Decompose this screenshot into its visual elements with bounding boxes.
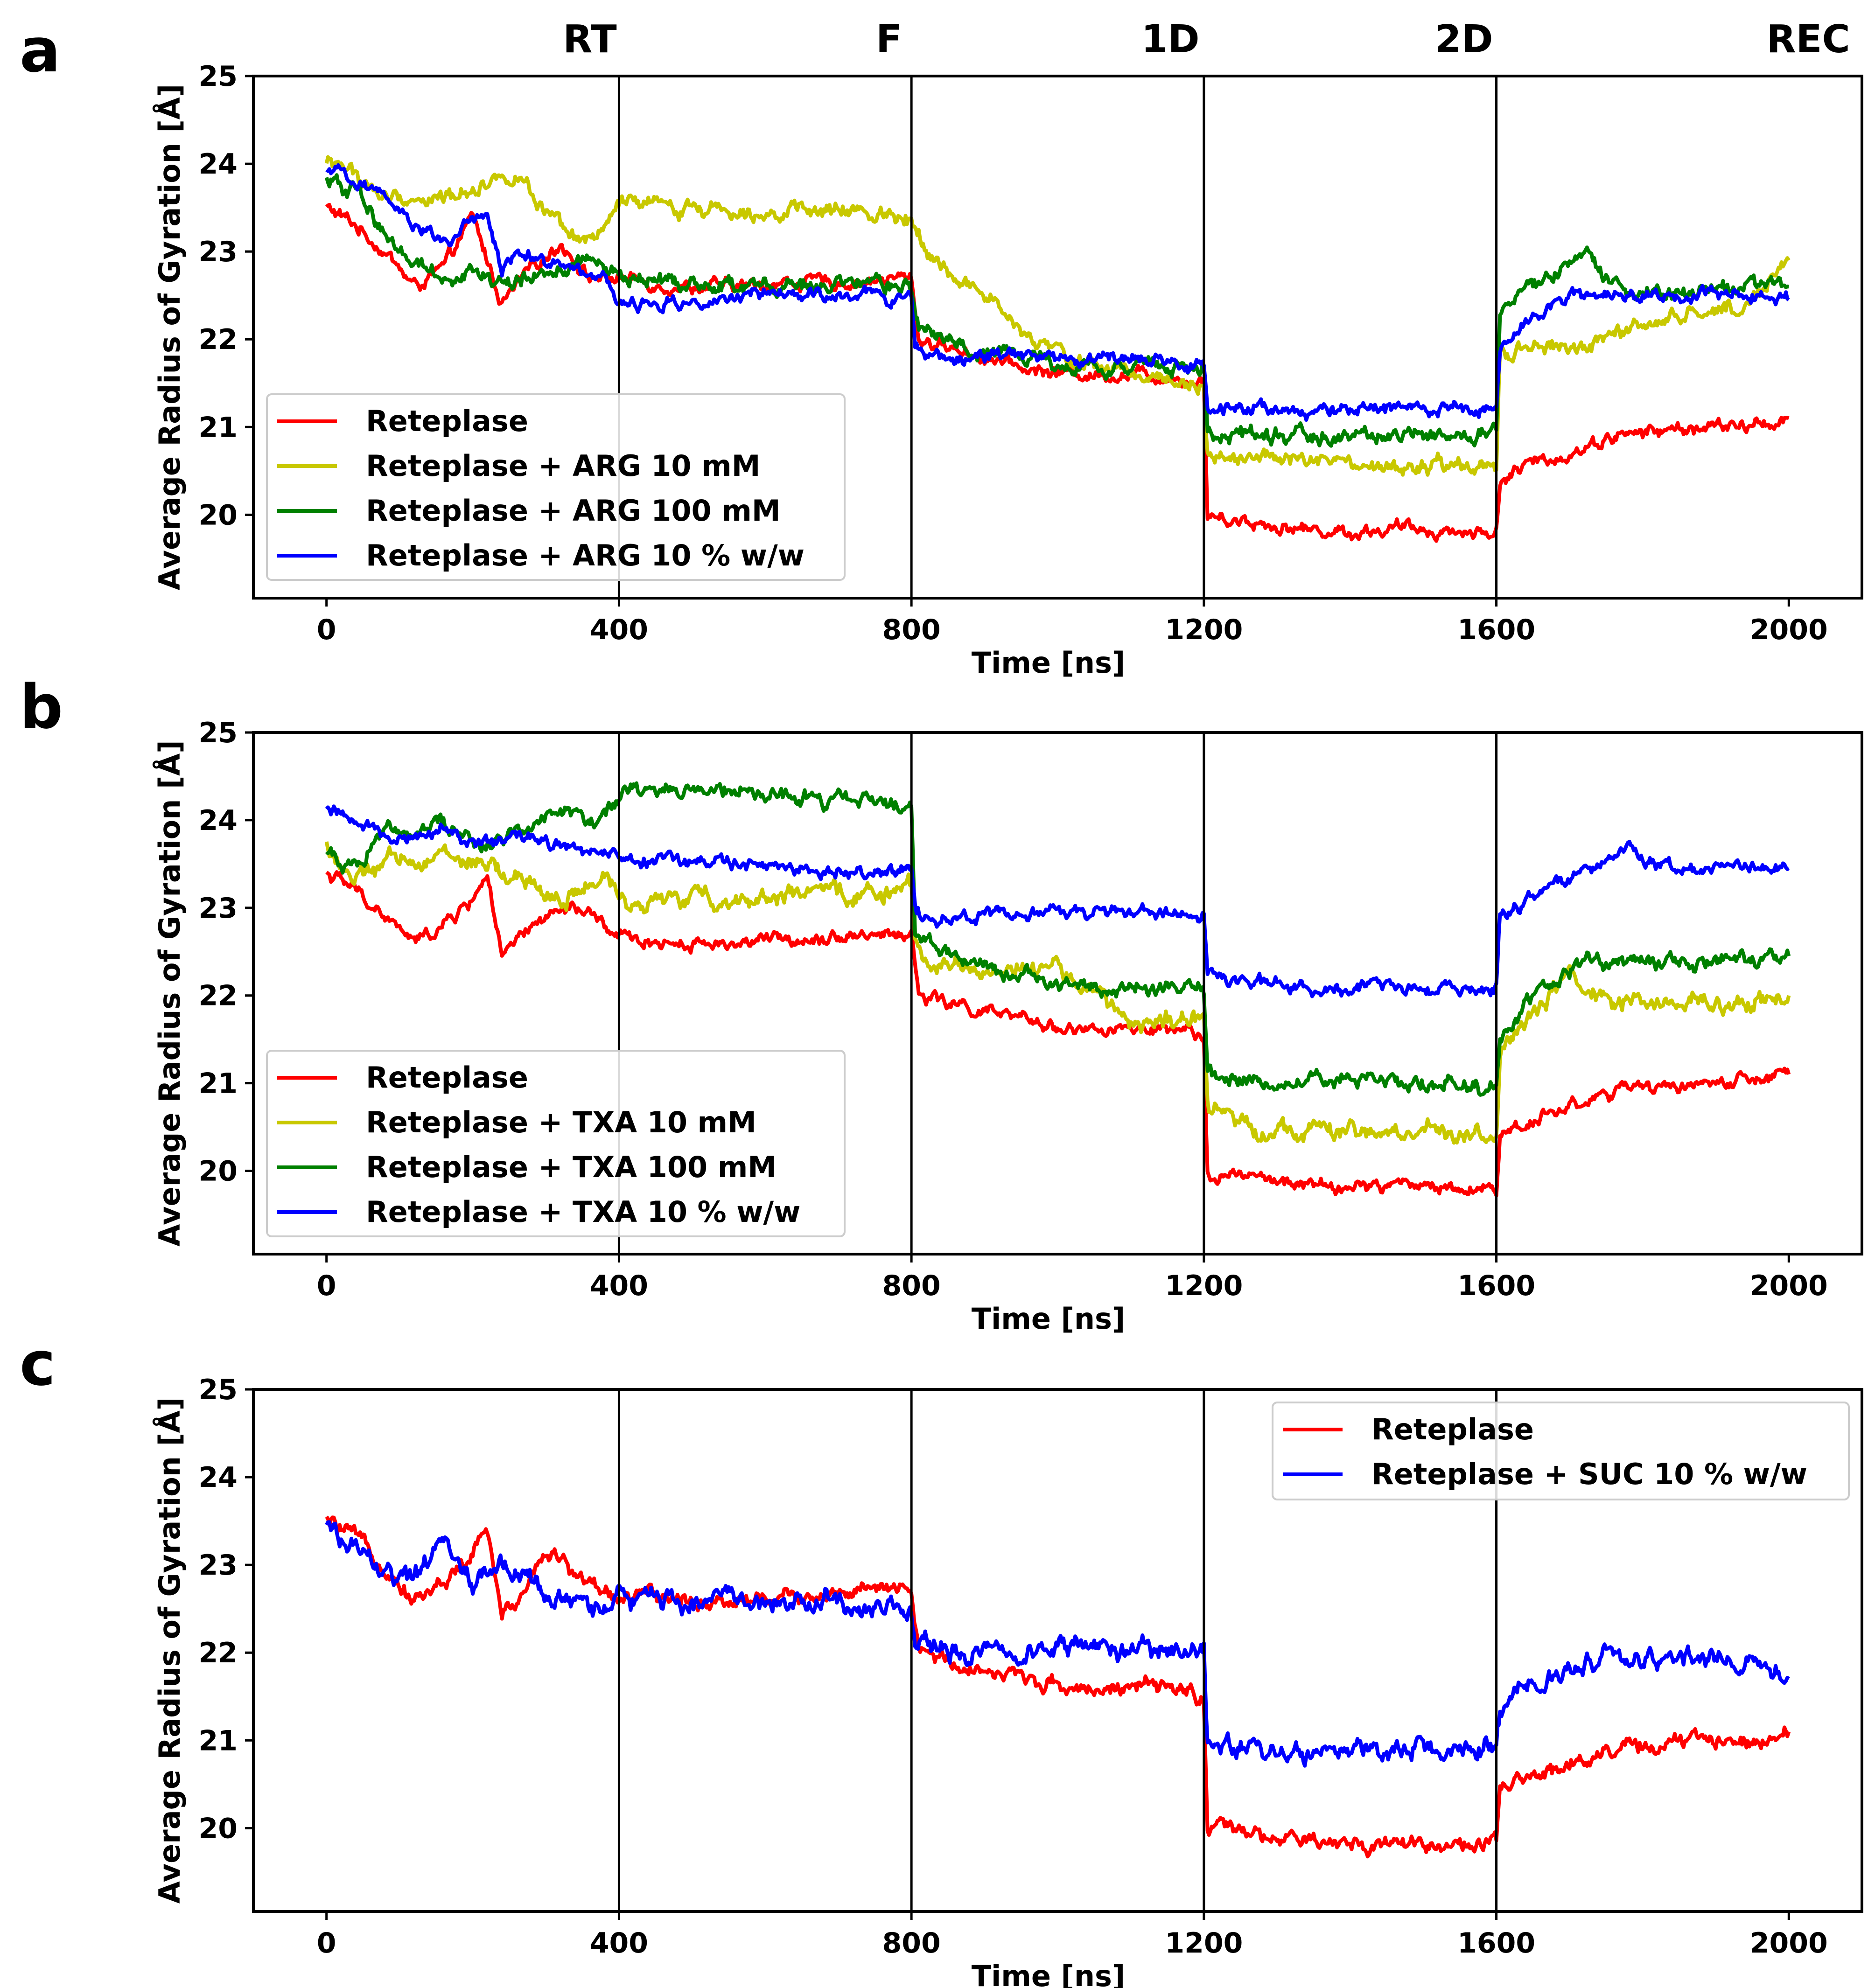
- legend-box: [266, 1050, 846, 1237]
- series-line-3: [325, 804, 1790, 998]
- y-tick-label: 21: [199, 1067, 238, 1100]
- series-group: [325, 1515, 1791, 1859]
- y-tick-label: 22: [199, 323, 238, 356]
- y-tick-label: 25: [199, 60, 238, 93]
- legend-label: Reteplase + TXA 100 mM: [366, 1150, 777, 1184]
- series-line-0: [325, 870, 1791, 1198]
- legend: Reteplase Reteplase + ARG 10 mM Reteplase …: [266, 393, 846, 581]
- series-group: [324, 155, 1791, 543]
- phase-label-2d: 2D: [1434, 17, 1493, 62]
- y-tick-label: 20: [199, 499, 238, 531]
- y-tick-label: 23: [199, 236, 238, 268]
- x-tick-label: 400: [590, 1927, 648, 1960]
- x-axis-label: Time [ns]: [972, 1959, 1126, 1988]
- y-tick-label: 20: [199, 1812, 238, 1845]
- y-tick-label: 22: [199, 980, 238, 1012]
- phase-label-rt: RT: [563, 17, 616, 62]
- x-axis-label: Time [ns]: [972, 646, 1126, 680]
- legend-label: Reteplase: [366, 1060, 528, 1095]
- plot-frame: [252, 731, 1863, 1256]
- legend-box: [1272, 1402, 1850, 1500]
- y-tick-label: 24: [199, 804, 238, 837]
- y-tick-label: 25: [199, 717, 238, 749]
- legend-label: Reteplase + TXA 10 mM: [366, 1105, 756, 1139]
- y-tick-label: 21: [199, 1724, 238, 1757]
- legend-label: Reteplase + TXA 10 % w/w: [366, 1195, 800, 1229]
- y-tick-label: 22: [199, 1637, 238, 1669]
- legend-label: Reteplase + ARG 10 % w/w: [366, 538, 805, 572]
- x-tick-label: 1200: [1165, 1270, 1243, 1302]
- x-tick-label: 0: [317, 614, 336, 646]
- panel-letter: c: [20, 1328, 56, 1399]
- y-tick-label: 21: [199, 411, 238, 444]
- x-tick-label: 800: [882, 614, 941, 646]
- x-tick-label: 2000: [1750, 1927, 1828, 1960]
- x-tick-label: 800: [882, 1927, 941, 1960]
- y-tick-label: 25: [199, 1374, 238, 1406]
- series-line-2: [325, 781, 1791, 1097]
- y-axis-label: Average Radius of Gyration [Å]: [153, 84, 187, 590]
- panel-letter: a: [20, 15, 61, 86]
- panel-c: c 0 400 800 1200 1600 2000 20 21 22 23 24 25 Time [ns…: [20, 1328, 1863, 1988]
- x-tick-label: 1200: [1165, 614, 1243, 646]
- phase-label-f: F: [876, 17, 902, 62]
- x-tick-label: 2000: [1750, 614, 1828, 646]
- x-tick-label: 400: [590, 614, 648, 646]
- x-tick-label: 1600: [1457, 1927, 1535, 1960]
- plot-frame: [252, 75, 1863, 600]
- series-line-1: [325, 1520, 1790, 1768]
- y-axis-label: Average Radius of Gyration [Å]: [153, 1397, 187, 1904]
- x-tick-label: 800: [882, 1270, 941, 1302]
- phase-label-1d: 1D: [1141, 17, 1199, 62]
- x-tick-label: 400: [590, 1270, 648, 1302]
- x-tick-label: 1600: [1457, 1270, 1535, 1302]
- x-tick-label: 1200: [1165, 1927, 1243, 1960]
- x-axis-label: Time [ns]: [972, 1302, 1126, 1336]
- legend-label: Reteplase + SUC 10 % w/w: [1371, 1457, 1807, 1491]
- series-line-1: [324, 841, 1791, 1145]
- x-tick-label: 0: [317, 1927, 336, 1960]
- series-line-0: [325, 202, 1790, 543]
- y-tick-label: 24: [199, 148, 238, 181]
- legend-label: Reteplase: [366, 404, 528, 438]
- legend-label: Reteplase + ARG 10 mM: [366, 449, 760, 483]
- y-tick-label: 24: [199, 1461, 238, 1494]
- legend: Reteplase Reteplase + SUC 10 % w/w: [1272, 1402, 1850, 1500]
- x-tick-label: 0: [317, 1270, 336, 1302]
- panel-letter: b: [20, 671, 63, 742]
- legend-label: Reteplase: [1371, 1412, 1534, 1446]
- y-tick-label: 23: [199, 1549, 238, 1582]
- x-tick-label: 1600: [1457, 614, 1535, 646]
- x-tick-label: 2000: [1750, 1270, 1828, 1302]
- panel-a: a 0 400 800 1200 1600 2000 20 21 22 23 24 25 Time [ns…: [20, 15, 1863, 680]
- series-group: [324, 781, 1791, 1198]
- phase-label-rec: REC: [1766, 17, 1850, 62]
- y-tick-label: 23: [199, 892, 238, 925]
- y-tick-label: 20: [199, 1155, 238, 1187]
- plot-frame: [252, 1388, 1863, 1913]
- series-line-3: [325, 163, 1790, 422]
- legend: Reteplase Reteplase + TXA 10 mM Reteplase …: [266, 1050, 846, 1237]
- legend-box: [266, 393, 846, 581]
- series-line-1: [324, 155, 1791, 477]
- legend-label: Reteplase + ARG 100 mM: [366, 494, 781, 528]
- series-line-0: [325, 1515, 1791, 1859]
- y-axis-label: Average Radius of Gyration [Å]: [153, 740, 187, 1246]
- panel-b: b 0 400 800 1200 1600 2000 20 21 22 23 24 25 Time [ns…: [20, 671, 1863, 1336]
